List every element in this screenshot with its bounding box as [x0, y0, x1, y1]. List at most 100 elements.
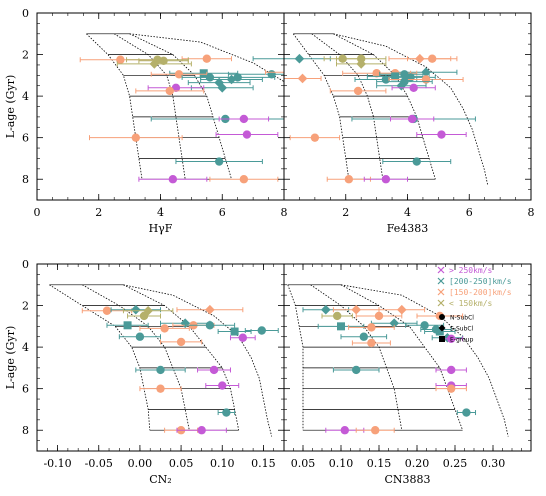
data-point	[462, 408, 471, 417]
data-point	[447, 365, 456, 375]
y-tick-label: 4	[22, 341, 29, 354]
data-point	[123, 321, 132, 330]
model-grid-line	[340, 284, 463, 431]
data-point	[367, 338, 376, 348]
model-grid-line	[123, 284, 240, 431]
data-point	[131, 133, 140, 142]
data-point	[116, 55, 125, 64]
data-point	[294, 53, 305, 64]
x-axis-label: CN3883	[384, 473, 430, 486]
data-point	[102, 306, 112, 315]
x-tick-label: 0.10	[329, 457, 354, 470]
legend: > 250km/s [200-250]km/s [150-200]km/s < 150…	[437, 266, 512, 344]
x-tick-label: 0.25	[443, 457, 468, 470]
data-point	[437, 130, 446, 139]
model-grid-line	[292, 33, 350, 180]
data-point	[214, 157, 224, 166]
data-point	[165, 86, 174, 96]
x-axis-label: Fe4383	[387, 222, 429, 235]
x-tick-label: -0.10	[43, 457, 71, 470]
legend-group-label: N-SubCl	[450, 315, 474, 322]
data-point	[352, 365, 361, 375]
model-grid-line	[82, 284, 190, 431]
y-tick-label: 8	[22, 424, 29, 437]
legend-group-label: E-group	[450, 337, 474, 344]
data-point	[297, 73, 308, 84]
y-tick-label: 2	[22, 49, 29, 62]
data-point	[337, 322, 345, 331]
data-point	[371, 426, 380, 435]
data-point	[447, 334, 456, 343]
model-grid-line	[129, 33, 232, 180]
plot-frame	[283, 12, 532, 201]
data-point	[131, 304, 141, 315]
legend-speed-label: > 250km/s	[449, 266, 493, 275]
data-point	[391, 72, 400, 81]
data-point	[356, 54, 366, 63]
model-grid-line	[340, 284, 509, 437]
data-point	[238, 333, 248, 342]
legend-shape-marker	[438, 324, 446, 332]
data-point	[428, 54, 437, 63]
model-grid-line	[333, 33, 489, 186]
x-tick-label: 8	[281, 206, 288, 219]
y-tick-label: 0	[22, 7, 29, 20]
data-point	[218, 381, 227, 390]
data-point	[389, 318, 399, 329]
x-tick-label: 6	[466, 206, 473, 219]
x-tick-label: 0.10	[210, 457, 235, 470]
data-point	[381, 175, 391, 184]
x-tick-label: 0.15	[251, 457, 276, 470]
x-tick-label: 0.05	[291, 457, 316, 470]
x-tick-label: 2	[95, 206, 102, 219]
data-point	[222, 408, 231, 417]
panel-4: 0.05 0.10 0.15 0.20 0.25 0.30 CN3883	[283, 263, 532, 486]
model-grid-line	[113, 33, 186, 180]
data-point	[205, 304, 215, 315]
data-point	[367, 323, 376, 332]
data-point	[149, 59, 160, 69]
data-point	[230, 327, 239, 336]
panel-1: 0 2 4 6 8 0 2 4 6 8 HγF L-age (Gyr)	[4, 7, 288, 235]
data-point	[209, 365, 219, 375]
data-point	[242, 130, 252, 139]
plot-frame	[36, 12, 285, 201]
data-point	[340, 426, 349, 435]
data-point	[421, 75, 431, 84]
data-point	[356, 59, 366, 69]
x-tick-label: 6	[219, 206, 226, 219]
data-point	[233, 73, 242, 82]
data-point	[420, 321, 429, 330]
data-point	[197, 426, 206, 435]
data-point	[199, 69, 208, 78]
x-tick-label: 8	[528, 206, 535, 219]
x-tick-label: 0	[34, 206, 41, 219]
model-grid-line	[123, 284, 273, 437]
y-tick-label: 6	[22, 383, 29, 396]
model-grid-line	[86, 33, 143, 180]
legend-speed-label: [200-250]km/s	[449, 277, 512, 286]
data-point	[176, 337, 186, 347]
data-point	[351, 304, 361, 315]
x-tick-label: 4	[404, 206, 411, 219]
x-tick-label: 0.15	[367, 457, 392, 470]
y-axis-label: L-age (Gyr)	[4, 326, 17, 389]
data-point	[344, 175, 354, 184]
data-point	[174, 70, 184, 79]
data-point	[205, 321, 215, 330]
data-point	[374, 311, 384, 321]
y-tick-label: 6	[22, 132, 29, 145]
data-point	[226, 74, 237, 85]
data-point	[310, 133, 320, 142]
plot-frame	[36, 263, 285, 452]
data-point	[135, 332, 145, 341]
data-point	[139, 311, 149, 321]
panel-2: 2 4 6 8 Fe4383	[283, 12, 535, 235]
legend-marker	[437, 299, 445, 307]
data-point	[412, 157, 421, 166]
x-axis-label: CN₂	[149, 473, 171, 486]
data-point	[409, 83, 418, 93]
x-tick-label: 0.05	[169, 457, 194, 470]
